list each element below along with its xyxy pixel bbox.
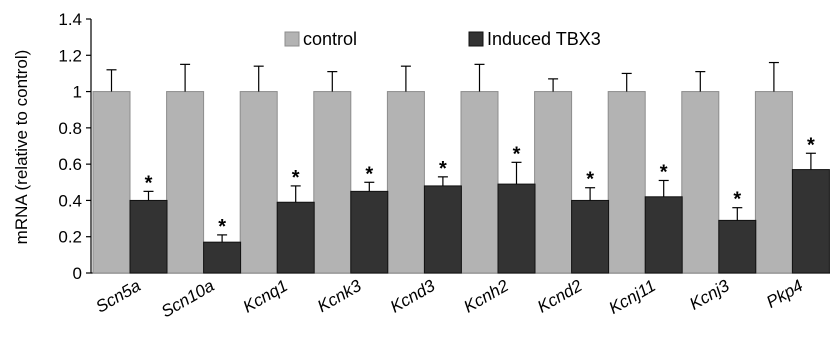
y-tick-label: 0.4 <box>58 191 82 210</box>
x-tick-label: Scn10a <box>158 276 217 321</box>
bar-control <box>607 91 646 274</box>
bar-induced <box>644 196 683 274</box>
significance-marker: * <box>807 134 815 156</box>
significance-marker: * <box>365 163 373 185</box>
bar-induced <box>423 185 462 274</box>
bar-induced <box>791 169 830 274</box>
y-tick-label: 1.4 <box>58 10 82 29</box>
x-tick-label: Kcnd2 <box>534 276 586 317</box>
y-tick-label: 0.8 <box>58 119 82 138</box>
bar-control <box>460 91 499 274</box>
significance-marker: * <box>733 189 741 211</box>
x-tick-label: Kcnh2 <box>461 276 513 317</box>
bar-control <box>313 91 352 274</box>
bar-control <box>681 91 720 274</box>
bar-induced <box>497 183 536 274</box>
y-axis-title: mRNA (relative to control) <box>12 50 31 245</box>
x-axis: Scn5a Scn10a Kcnq1 Kcnk3 Kcnd3 Kcnh2 Kcnd2 Kcnj… <box>91 272 830 321</box>
bar-induced <box>571 199 610 274</box>
bars: * * * * * * * * * * <box>92 61 830 274</box>
bar-induced <box>129 199 168 274</box>
x-tick-label: Kcnj3 <box>686 276 733 314</box>
significance-marker: * <box>439 158 447 180</box>
y-tick-label: 0.2 <box>58 228 82 247</box>
x-tick-label: Kcnq1 <box>240 276 291 317</box>
legend-label: Induced TBX3 <box>487 29 601 49</box>
bar-control <box>754 91 793 274</box>
y-tick-label: 1.2 <box>58 46 82 65</box>
significance-marker: * <box>586 169 594 191</box>
x-tick-label: Kcnk3 <box>314 276 365 316</box>
y-tick-label: 1 <box>73 83 82 102</box>
x-tick-label: Scn5a <box>93 276 144 317</box>
significance-marker: * <box>145 172 153 194</box>
significance-marker: * <box>292 167 300 189</box>
y-tick-label: 0.6 <box>58 155 82 174</box>
legend-label: control <box>303 29 357 49</box>
bar-induced <box>276 201 315 274</box>
legend: control Induced TBX3 <box>284 29 601 49</box>
x-tick-label: Pkp4 <box>763 276 806 312</box>
bar-control <box>239 91 278 274</box>
x-tick-label: Kcnd3 <box>387 276 439 317</box>
bar-control <box>92 91 131 274</box>
legend-swatch <box>468 31 484 47</box>
y-tick-label: 0 <box>73 264 82 283</box>
x-tick-label: Kcnj11 <box>606 276 659 318</box>
significance-marker: * <box>218 216 226 238</box>
bar-induced <box>350 190 389 274</box>
bar-induced <box>203 241 242 274</box>
significance-marker: * <box>513 143 521 165</box>
legend-swatch <box>284 31 300 47</box>
bar-control <box>534 91 573 274</box>
bar-induced <box>718 219 757 274</box>
bar-control <box>386 91 425 274</box>
significance-marker: * <box>660 161 668 183</box>
bar-control <box>166 91 205 274</box>
y-axis: 0 0.2 0.4 0.6 0.8 1 1.2 1.4 <box>58 10 92 283</box>
